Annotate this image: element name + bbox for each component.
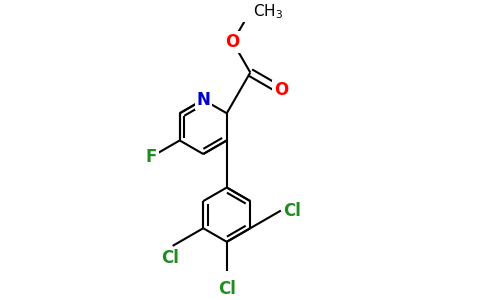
Text: F: F [146,148,157,166]
Text: Cl: Cl [161,249,179,267]
Text: N: N [197,91,210,109]
Text: Cl: Cl [284,202,302,220]
Text: O: O [274,81,288,99]
Text: O: O [226,33,240,51]
Text: CH$_3$: CH$_3$ [253,2,283,21]
Text: Cl: Cl [218,280,236,298]
